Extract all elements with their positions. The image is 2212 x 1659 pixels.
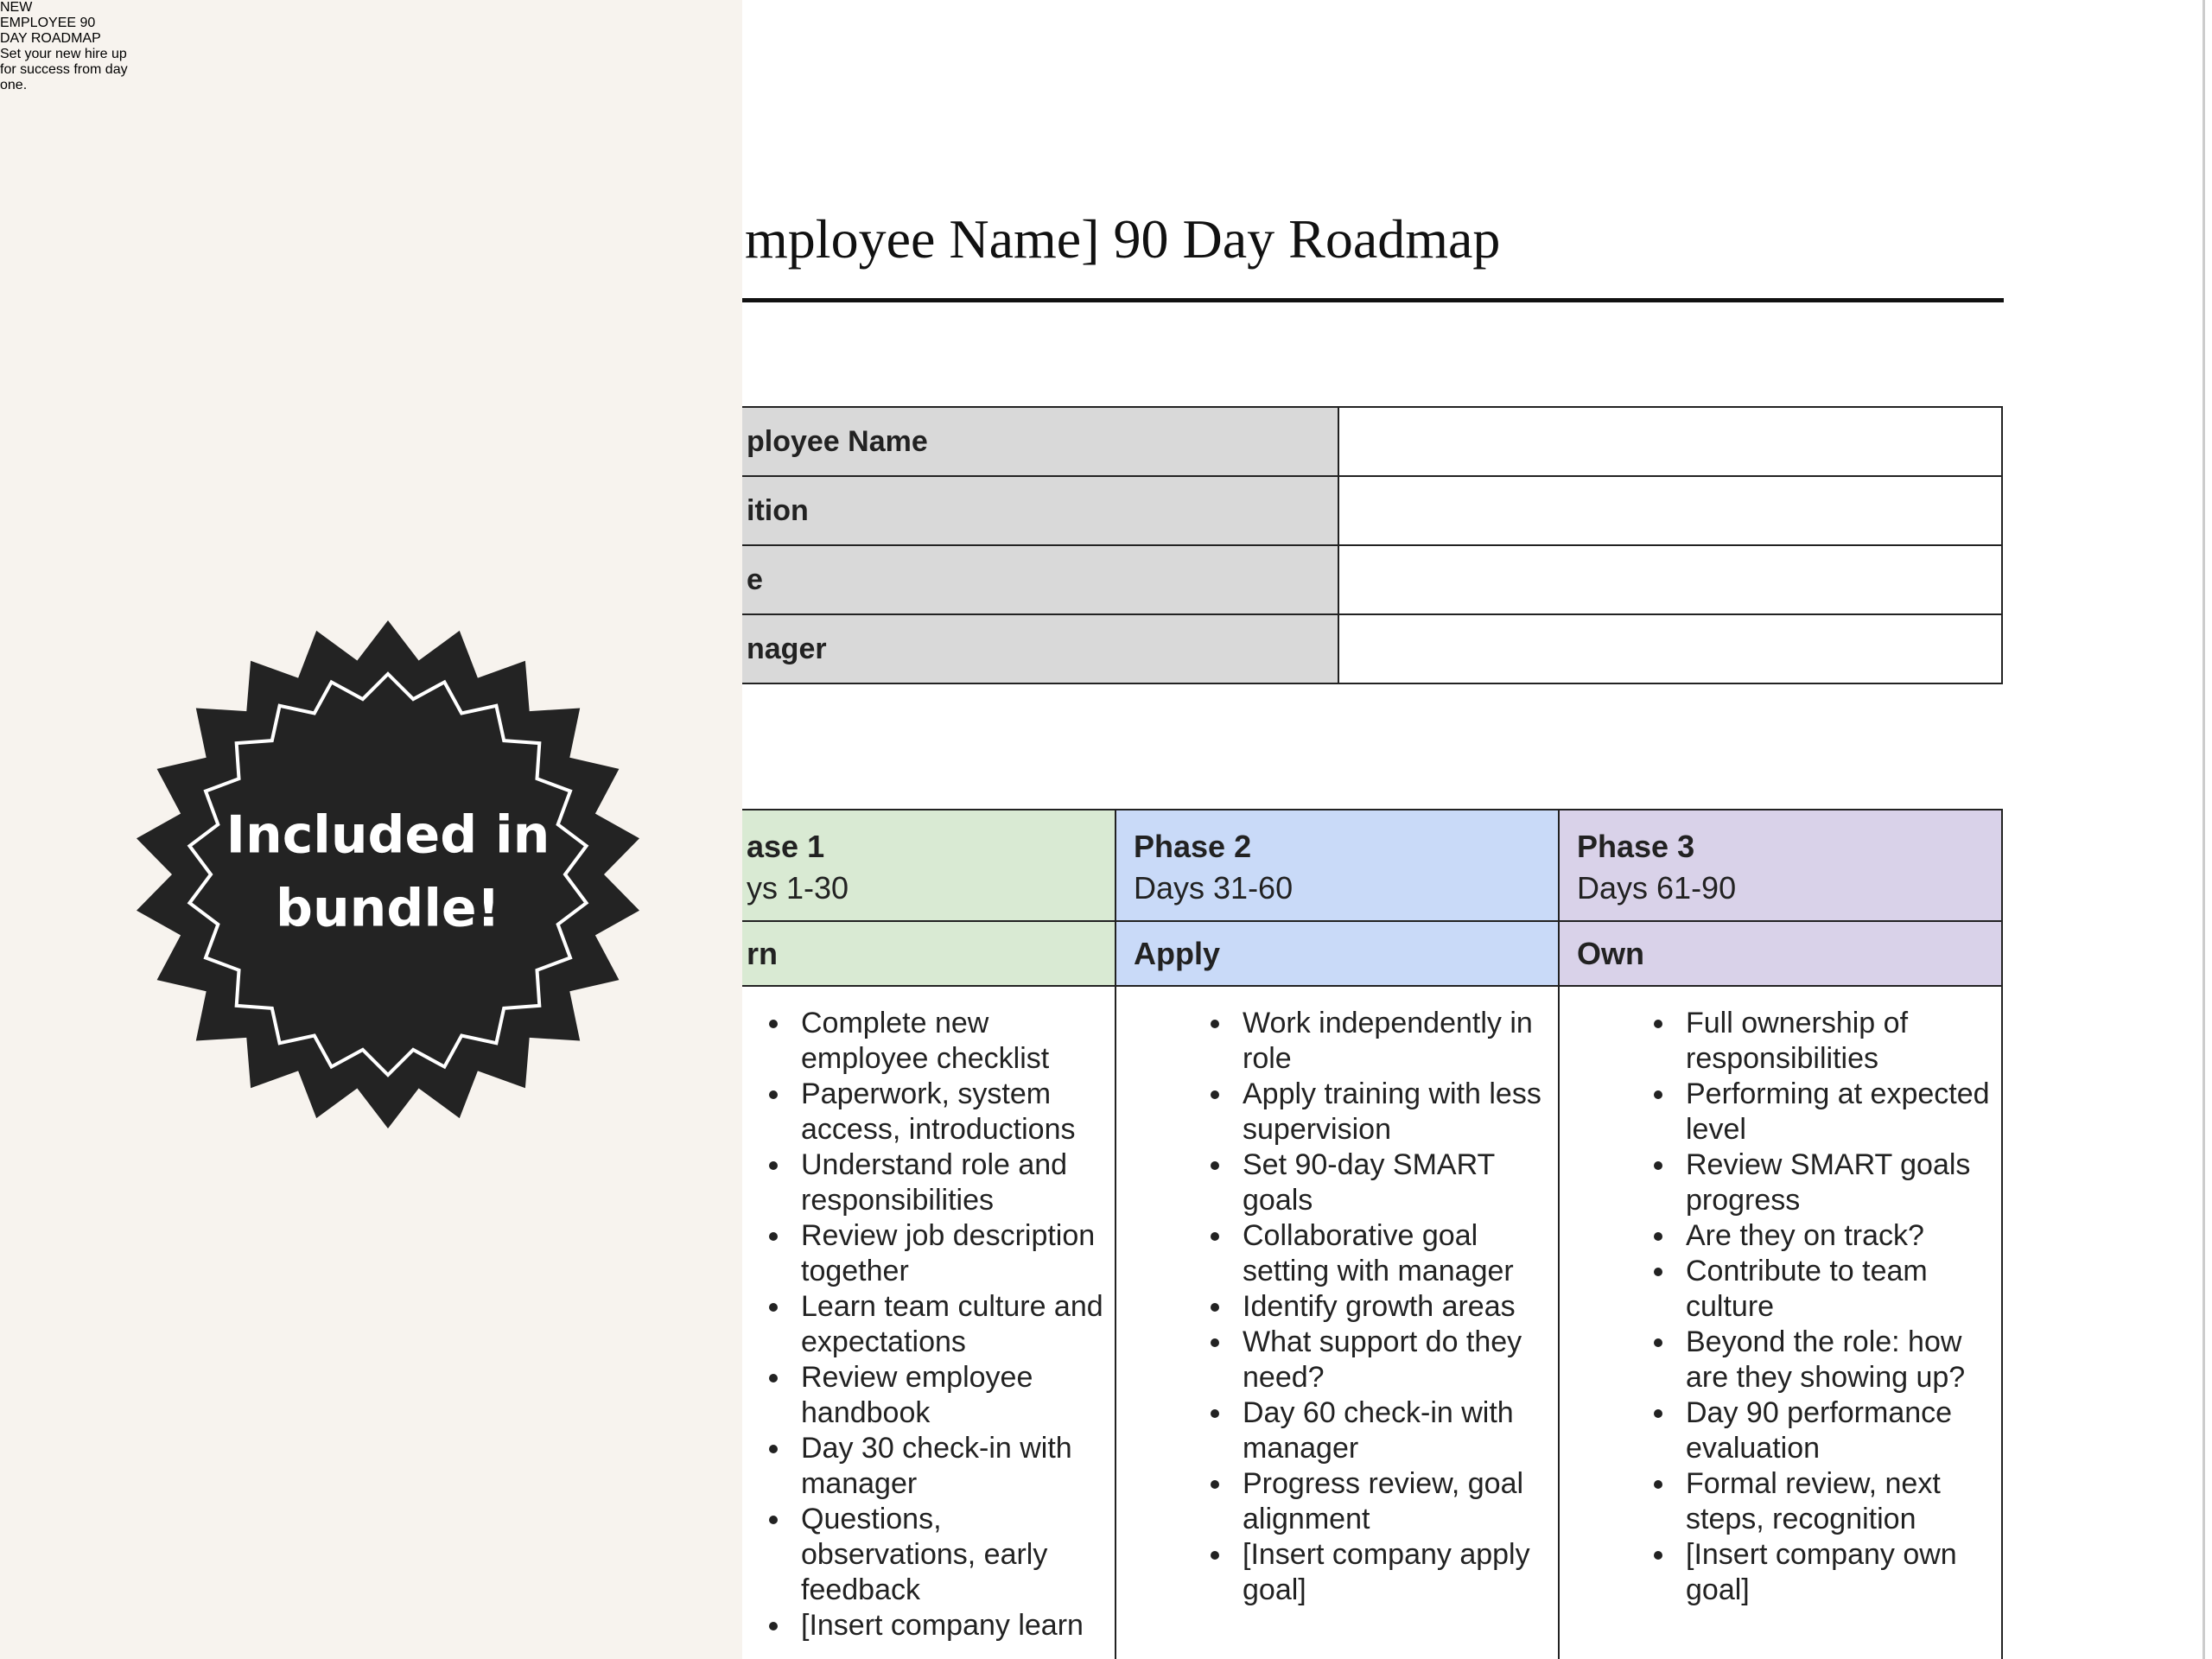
title-rule — [605, 298, 2004, 302]
phase-item: Questions, observations, early feedback — [792, 1502, 1104, 1608]
phase-item: Formal review, next steps, recognition — [1677, 1466, 1991, 1537]
phase-days: Days 61-90 — [1577, 870, 1737, 906]
phase-focus: Own — [1558, 920, 2003, 987]
badge-shape — [137, 620, 639, 1128]
doc-title: mployee Name] 90 Day Roadmap — [745, 208, 1501, 270]
phase-item: [Insert company learn — [792, 1608, 1104, 1643]
phase-item: Progress review, goal alignment — [1234, 1466, 1548, 1537]
phase-days: Days 31-60 — [1134, 870, 1294, 906]
phase-item: Paperwork, system access, introductions — [792, 1077, 1104, 1147]
phase-days: ys 1-30 — [747, 870, 849, 906]
phase-item: Review SMART goals progress — [1677, 1147, 1991, 1218]
phase-item: Day 60 check-in with manager — [1234, 1395, 1548, 1466]
info-field — [1338, 406, 2003, 477]
promo-title: NEW — [0, 0, 33, 15]
phase-name: Phase 2 — [1134, 829, 1252, 864]
phase-items: Full ownership of responsibilitiesPerfor… — [1560, 1006, 1991, 1608]
phase-item: Day 30 check-in with manager — [792, 1431, 1104, 1502]
phase-header: Phase 2 Days 31-60 — [1115, 809, 1560, 922]
promo-panel: Included in bundle! NEW EMPLOYEE 90 DAY ROA… — [0, 0, 742, 1659]
page-edge — [2202, 0, 2205, 1659]
info-field — [1338, 544, 2003, 615]
phase-item: Beyond the role: how are they showing up… — [1677, 1325, 1991, 1395]
phase-items: Work independently in roleApply training… — [1116, 1006, 1548, 1608]
badge: Included in bundle! — [137, 620, 639, 1128]
phase-item: Work independently in role — [1234, 1006, 1548, 1077]
phase-item: Collaborative goal setting with manager — [1234, 1218, 1548, 1289]
tagline: for success from day — [0, 62, 128, 77]
phase-body: Work independently in roleApply training… — [1115, 985, 1560, 1659]
phase-item: Identify growth areas — [1234, 1289, 1548, 1325]
phase-item: Set 90-day SMART goals — [1234, 1147, 1548, 1218]
phase-item: Learn team culture and expectations — [792, 1289, 1104, 1360]
phase-item: [Insert company apply goal] — [1234, 1537, 1548, 1608]
badge-inner — [187, 671, 589, 1077]
phase-header: ase 1 ys 1-30 — [673, 809, 1116, 922]
phase-item: Review job description together — [792, 1218, 1104, 1289]
phase-item: Apply training with less supervision — [1234, 1077, 1548, 1147]
badge-text: Included in — [226, 805, 550, 866]
phase-body: Complete new employee checklistPaperwork… — [673, 985, 1116, 1659]
phase-body: Full ownership of responsibilitiesPerfor… — [1558, 985, 2003, 1659]
phase-item: [Insert company own goal] — [1677, 1537, 1991, 1608]
badge-text: bundle! — [276, 879, 500, 939]
phase-item: Complete new employee checklist — [792, 1006, 1104, 1077]
phase-item: Full ownership of responsibilities — [1677, 1006, 1991, 1077]
phase-name: Phase 3 — [1577, 829, 1695, 864]
phase-item: Understand role and responsibilities — [792, 1147, 1104, 1218]
promo-title: DAY ROADMAP — [0, 31, 101, 46]
phase-name: ase 1 — [747, 829, 825, 864]
phase-header: Phase 3 Days 61-90 — [1558, 809, 2003, 922]
phase-item: What support do they need? — [1234, 1325, 1548, 1395]
phase-items: Complete new employee checklistPaperwork… — [675, 1006, 1104, 1643]
tagline: Set your new hire up — [0, 47, 127, 61]
tagline: one. — [0, 78, 28, 92]
info-field — [1338, 475, 2003, 546]
phase-item: Review employee handbook — [792, 1360, 1104, 1431]
info-field — [1338, 613, 2003, 684]
promo-title: EMPLOYEE 90 — [0, 16, 96, 30]
phase-item: Contribute to team culture — [1677, 1254, 1991, 1325]
phase-item: Performing at expected level — [1677, 1077, 1991, 1147]
phase-item: Day 90 performance evaluation — [1677, 1395, 1991, 1466]
phase-item: Are they on track? — [1677, 1218, 1991, 1254]
phase-focus: Apply — [1115, 920, 1560, 987]
